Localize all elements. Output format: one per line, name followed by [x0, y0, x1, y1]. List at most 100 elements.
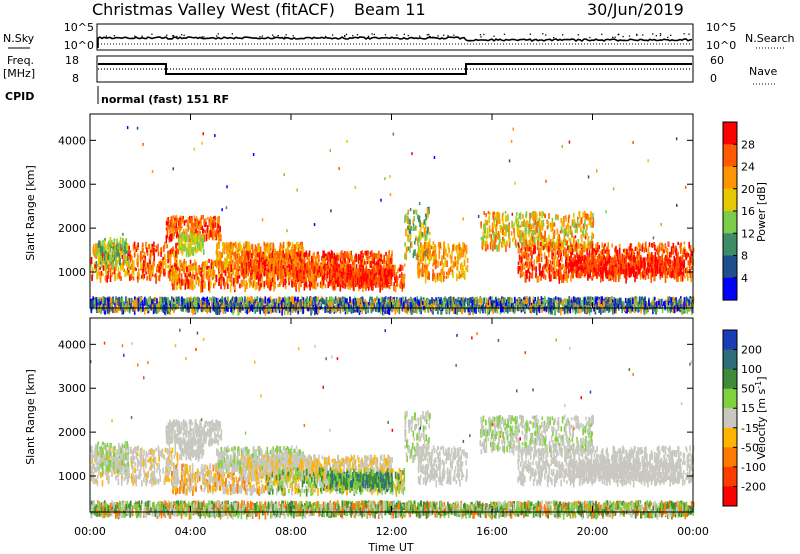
echo-cell	[589, 242, 591, 245]
echo-cell	[462, 242, 464, 249]
echo-cell	[543, 265, 545, 270]
echo-cell	[237, 254, 239, 259]
echo-cell	[115, 259, 117, 267]
echo-cell	[151, 265, 153, 270]
echo-cell	[482, 236, 484, 240]
echo-cell	[184, 259, 186, 264]
nsky-dot	[688, 34, 689, 35]
echo-cell	[450, 254, 452, 258]
nsky-dot	[437, 35, 438, 36]
echo-cell	[91, 257, 93, 264]
echo-cell	[221, 261, 223, 265]
echo-cell	[394, 265, 396, 270]
echo-cell	[434, 252, 436, 260]
echo-cell	[383, 259, 385, 263]
echo-cell	[567, 246, 569, 250]
echo-cell	[264, 260, 266, 264]
echo-cell	[285, 253, 287, 257]
echo-cell	[339, 273, 341, 277]
echo-cell	[488, 215, 490, 223]
echo-cell	[167, 251, 169, 258]
echo-cell	[422, 265, 424, 270]
nsky-dot	[262, 36, 263, 37]
echo-cell	[536, 256, 538, 263]
echo-cell	[553, 258, 555, 263]
echo-cell	[538, 248, 540, 254]
echo-cell	[232, 252, 234, 256]
echo-cell	[549, 275, 551, 281]
nsky-dot	[453, 35, 454, 36]
echo-cell	[282, 269, 284, 276]
echo-cell	[200, 221, 202, 227]
echo-cell	[156, 245, 158, 248]
echo-cell	[182, 217, 184, 221]
nsky-dot	[107, 37, 108, 38]
echo-cell	[181, 273, 183, 279]
echo-cell	[114, 247, 116, 253]
echo-cell	[344, 274, 346, 282]
power-data	[90, 126, 695, 316]
echo-cell	[546, 242, 548, 249]
echo-cell	[450, 267, 452, 273]
echo-cell	[561, 221, 563, 228]
echo-cell	[309, 284, 311, 290]
echo-cell	[556, 215, 558, 218]
echo-cell	[220, 280, 222, 284]
echo-cell	[485, 213, 487, 217]
echo-cell	[291, 281, 293, 287]
echo-cell	[270, 269, 272, 273]
echo-cell	[302, 266, 304, 274]
echo-cell	[167, 218, 169, 222]
echo-cell	[386, 280, 388, 287]
echo-cell	[343, 263, 345, 267]
echo-cell	[583, 224, 585, 229]
echo-cell	[265, 245, 267, 251]
echo-cell	[368, 270, 370, 275]
echo-cell	[281, 250, 283, 255]
echo-cell	[530, 225, 532, 232]
echo-cell	[361, 257, 363, 260]
echo-cell	[225, 260, 227, 268]
echo-cell	[182, 263, 184, 266]
echo-cell	[327, 272, 329, 278]
nsky-dot	[636, 34, 637, 35]
echo-cell	[684, 275, 686, 278]
echo-cell	[128, 246, 130, 251]
echo-cell	[283, 265, 285, 269]
echo-cell	[95, 243, 97, 248]
echo-cell	[100, 273, 102, 280]
echo-cell	[588, 246, 590, 250]
echo-cell	[561, 257, 563, 263]
echo-cell	[244, 256, 246, 262]
echo-cell	[553, 273, 555, 277]
echo-cell	[288, 242, 290, 247]
echo-cell	[230, 256, 232, 259]
echo-cell	[546, 256, 548, 263]
echo-cell	[545, 264, 547, 268]
echo-cell	[653, 243, 655, 247]
echo-cell	[691, 251, 693, 256]
echo-cell	[212, 261, 214, 265]
echo-cell	[257, 253, 259, 257]
echo-cell	[688, 242, 690, 249]
echo-cell	[368, 280, 370, 287]
echo-cell	[190, 216, 192, 222]
echo-cell	[303, 276, 305, 279]
echo-cell	[179, 238, 181, 241]
echo-cell	[305, 275, 307, 279]
echo-cell	[366, 257, 368, 261]
echo-cell	[227, 283, 229, 289]
echo-cell	[534, 214, 536, 220]
echo-cell	[191, 278, 193, 285]
echo-cell	[254, 260, 256, 265]
echo-cell	[296, 252, 298, 256]
echo-cell	[640, 244, 642, 249]
echo-cell	[194, 220, 196, 226]
echo-cell	[224, 246, 226, 253]
nsky-dot	[134, 36, 135, 37]
echo-cell	[283, 282, 285, 287]
echo-cell	[526, 270, 528, 277]
echo-cell	[390, 258, 392, 262]
echo-cell	[325, 284, 327, 288]
echo-cell	[169, 259, 171, 262]
